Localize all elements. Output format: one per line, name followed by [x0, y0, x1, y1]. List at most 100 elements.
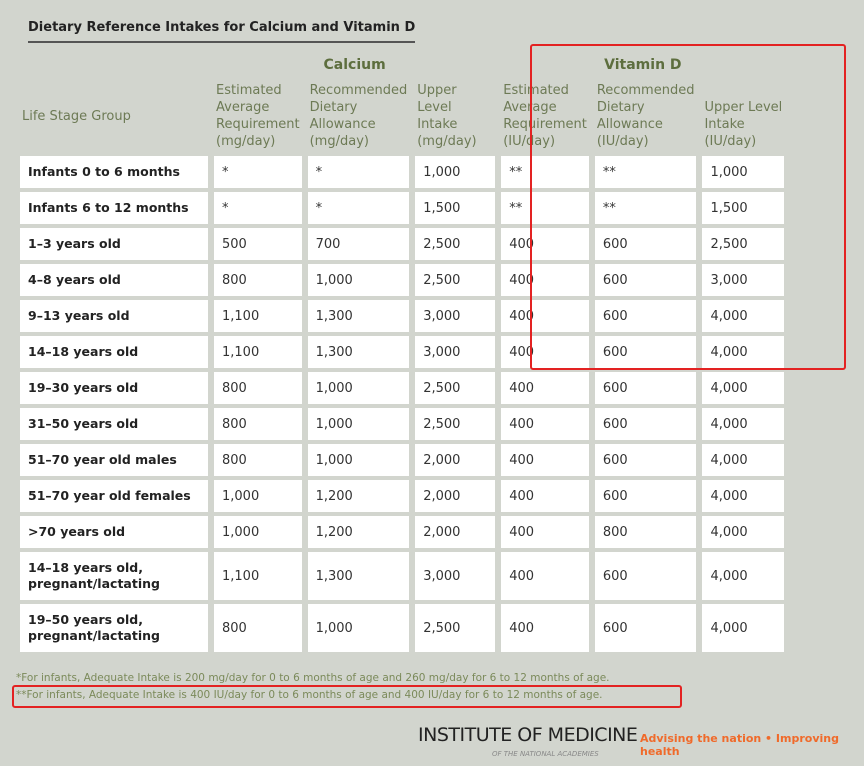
value-cell: 1,100	[214, 336, 302, 368]
life-stage-cell: 19–30 years old	[20, 372, 208, 404]
iom-logo-sub: OF THE NATIONAL ACADEMIES	[492, 750, 599, 758]
value-cell: 2,500	[415, 228, 496, 260]
table-row: >70 years old 1,000 1,200 2,000 400 800 4,000	[20, 516, 785, 548]
life-stage-cell: >70 years old	[20, 516, 208, 548]
value-cell: 4,000	[702, 444, 785, 476]
value-cell: 2,000	[415, 444, 496, 476]
column-header: Recommended Dietary Allowance (IU/day)	[596, 83, 695, 149]
value-cell: **	[501, 156, 589, 188]
value-cell: 800	[214, 264, 302, 296]
value-cell: 800	[214, 408, 302, 440]
life-stage-cell: 1–3 years old	[20, 228, 208, 260]
life-stage-cell: 9–13 years old	[20, 300, 208, 332]
tagline: Advising the nation • Improving health	[640, 732, 839, 758]
value-cell: 600	[594, 408, 697, 440]
column-header: Estimated Average Requirement (IU/day)	[503, 83, 587, 149]
value-cell: 2,000	[415, 480, 496, 512]
value-cell: 600	[594, 552, 697, 600]
table-row: 31–50 years old 800 1,000 2,500 400 600 4,000	[20, 408, 785, 440]
value-cell: 600	[594, 228, 697, 260]
value-cell: **	[501, 192, 589, 224]
value-cell: 1,000	[415, 156, 496, 188]
dri-table: Calcium Vitamin D Life Stage Group Estima…	[14, 50, 790, 656]
table-row: 1–3 years old 500 700 2,500 400 600 2,500	[20, 228, 785, 260]
value-cell: 600	[594, 604, 697, 652]
value-cell: **	[594, 156, 697, 188]
value-cell: 400	[501, 552, 589, 600]
value-cell: 700	[307, 228, 410, 260]
value-cell: 1,000	[214, 480, 302, 512]
column-header: Recommended Dietary Allowance (mg/day)	[309, 83, 408, 149]
value-cell: 1,000	[307, 604, 410, 652]
value-cell: 400	[501, 444, 589, 476]
value-cell: 1,300	[307, 552, 410, 600]
value-cell: 800	[214, 604, 302, 652]
value-cell: 400	[501, 264, 589, 296]
column-header: Life Stage Group	[22, 108, 131, 124]
group-vitamin-d: Vitamin D	[604, 56, 682, 73]
table-row: Infants 6 to 12 months * * 1,500 ** ** 1,500	[20, 192, 785, 224]
value-cell: 600	[594, 444, 697, 476]
value-cell: 400	[501, 408, 589, 440]
life-stage-cell: 14–18 years old, pregnant/lactating	[20, 552, 208, 600]
value-cell: 4,000	[702, 552, 785, 600]
footnote-highlight	[12, 685, 682, 708]
value-cell: 400	[501, 372, 589, 404]
table-row: 51–70 year old females 1,000 1,200 2,000 400…	[20, 480, 785, 512]
value-cell: 600	[594, 300, 697, 332]
value-cell: 2,500	[415, 408, 496, 440]
life-stage-cell: 51–70 year old females	[20, 480, 208, 512]
life-stage-cell: Infants 6 to 12 months	[20, 192, 208, 224]
value-cell: 4,000	[702, 480, 785, 512]
value-cell: 1,300	[307, 336, 410, 368]
value-cell: *	[307, 156, 410, 188]
value-cell: 2,000	[415, 516, 496, 548]
value-cell: 400	[501, 604, 589, 652]
value-cell: 500	[214, 228, 302, 260]
iom-logo: INSTITUTE OF MEDICINE	[418, 724, 638, 746]
value-cell: 600	[594, 336, 697, 368]
value-cell: *	[214, 156, 302, 188]
value-cell: 4,000	[702, 408, 785, 440]
value-cell: 1,200	[307, 516, 410, 548]
value-cell: 2,500	[415, 604, 496, 652]
value-cell: 3,000	[415, 336, 496, 368]
life-stage-cell: 31–50 years old	[20, 408, 208, 440]
value-cell: 1,000	[307, 372, 410, 404]
footnote-vitamin-d: **For infants, Adequate Intake is 400 IU…	[16, 689, 603, 701]
table-row: 19–50 years old, pregnant/lactating 800 1,…	[20, 604, 785, 652]
column-header: Upper Level Intake (IU/day)	[704, 100, 783, 149]
value-cell: *	[214, 192, 302, 224]
vitamin-d-highlight	[530, 44, 846, 370]
value-cell: 400	[501, 228, 589, 260]
table-row: 14–18 years old 1,100 1,300 3,000 400 600 4,00…	[20, 336, 785, 368]
value-cell: 1,000	[214, 516, 302, 548]
value-cell: 4,000	[702, 604, 785, 652]
table-row: 9–13 years old 1,100 1,300 3,000 400 600 4,000	[20, 300, 785, 332]
table-row: 14–18 years old, pregnant/lactating 1,100…	[20, 552, 785, 600]
value-cell: 4,000	[702, 336, 785, 368]
value-cell: 1,300	[307, 300, 410, 332]
table-row: 19–30 years old 800 1,000 2,500 400 600 4,000	[20, 372, 785, 404]
value-cell: 400	[501, 336, 589, 368]
life-stage-cell: 14–18 years old	[20, 336, 208, 368]
value-cell: 400	[501, 300, 589, 332]
value-cell: 1,000	[307, 444, 410, 476]
value-cell: 600	[594, 372, 697, 404]
column-header: Estimated Average Requirement (mg/day)	[216, 83, 300, 149]
life-stage-cell: 19–50 years old, pregnant/lactating	[20, 604, 208, 652]
page-title: Dietary Reference Intakes for Calcium an…	[28, 20, 416, 43]
value-cell: 3,000	[415, 552, 496, 600]
life-stage-cell: Infants 0 to 6 months	[20, 156, 208, 188]
group-calcium: Calcium	[323, 56, 386, 73]
value-cell: 400	[501, 480, 589, 512]
value-cell: 2,500	[702, 228, 785, 260]
value-cell: 1,500	[702, 192, 785, 224]
value-cell: 1,100	[214, 300, 302, 332]
value-cell: 4,000	[702, 516, 785, 548]
table-row: 51–70 year old males 800 1,000 2,000 400 600 4…	[20, 444, 785, 476]
value-cell: 1,200	[307, 480, 410, 512]
footnote-calcium: *For infants, Adequate Intake is 200 mg/…	[16, 672, 610, 684]
life-stage-cell: 51–70 year old males	[20, 444, 208, 476]
